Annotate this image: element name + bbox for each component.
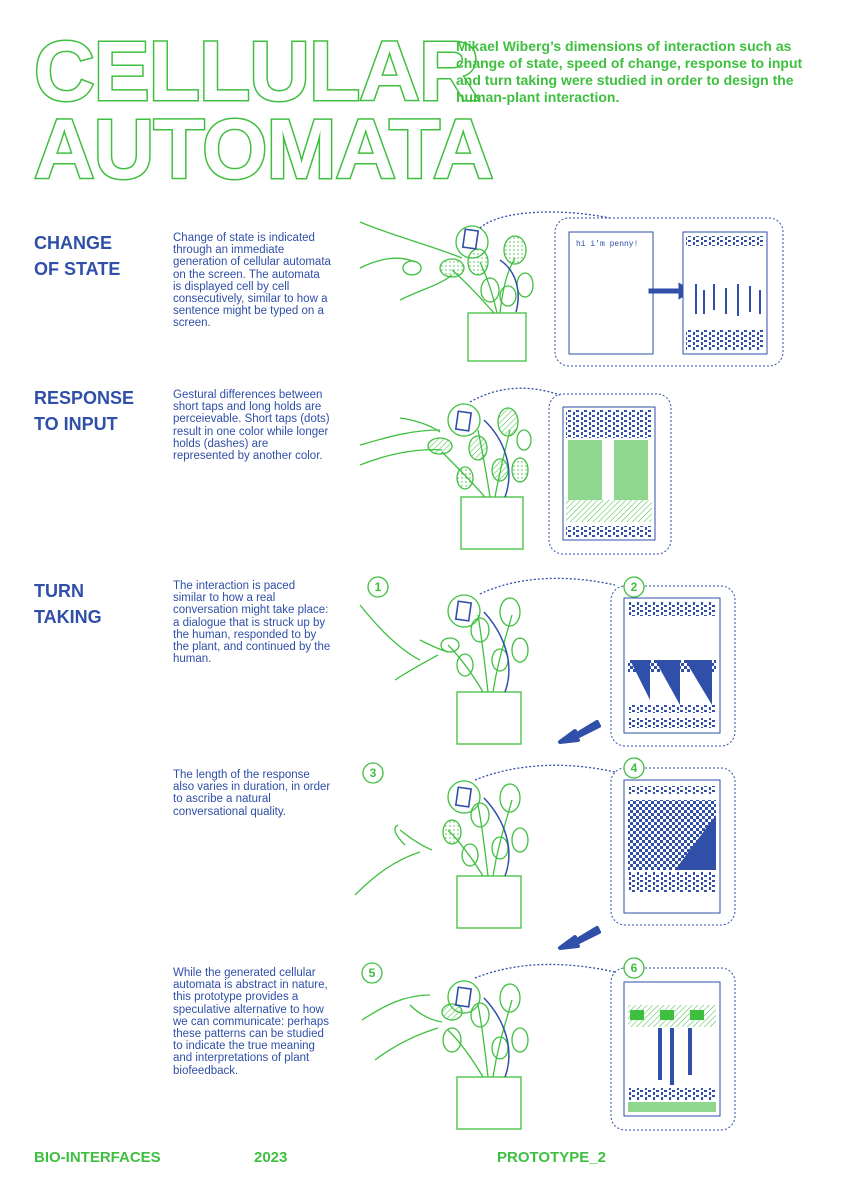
screen-panel-step-2 xyxy=(610,585,736,747)
sensor-tag-icon xyxy=(454,600,473,622)
heading-line: TAKING xyxy=(34,607,102,627)
pot-icon xyxy=(456,875,522,929)
plant-illustration-step-1 xyxy=(359,577,616,745)
heading-line: RESPONSE xyxy=(34,388,135,408)
text-conclusion: While the generated cellular automata is… xyxy=(173,967,329,1077)
title-line-1: CELLULAR xyxy=(33,24,482,118)
screen-panel-1: hi i'm penny! xyxy=(554,217,784,367)
text-duration: The length of the response also varies i… xyxy=(173,769,331,818)
heading-line: OF STATE xyxy=(34,259,121,279)
title-line-2: AUTOMATA xyxy=(33,102,496,196)
step-number-1: 1 xyxy=(375,580,382,594)
text-turn-taking: The interaction is paced similar to how … xyxy=(173,580,331,666)
sensor-tag-icon xyxy=(454,410,473,432)
screen-panel-step-6 xyxy=(610,967,736,1131)
intro-paragraph: Mikael Wiberg’s dimensions of interactio… xyxy=(456,38,803,105)
heading-line: TO INPUT xyxy=(34,414,118,434)
pot-icon xyxy=(467,312,527,362)
hand-icon xyxy=(359,604,449,681)
footer-year: 2023 xyxy=(254,1149,288,1166)
hand-icon xyxy=(359,221,463,301)
pot-icon xyxy=(456,691,522,745)
heading-change-of-state: CHANGE OF STATE xyxy=(34,230,120,282)
page-title: CELLULAR AUTOMATA xyxy=(33,24,496,196)
screen-panel-2 xyxy=(548,393,672,555)
step-number-5: 5 xyxy=(369,966,376,980)
hand-icon xyxy=(359,417,443,466)
sensor-tag-icon xyxy=(454,986,473,1008)
screen-message: hi i'm penny! xyxy=(576,240,638,249)
sensor-tag-icon xyxy=(454,786,473,808)
text-change-of-state: Change of state is indicated through an … xyxy=(173,232,331,330)
plant-illustration-step-3 xyxy=(354,764,616,929)
sensor-tag-icon xyxy=(461,228,480,250)
footer-prototype: PROTOTYPE_2 xyxy=(497,1149,606,1166)
hand-icon xyxy=(354,824,433,896)
step-number-4: 4 xyxy=(631,761,638,775)
heading-line: CHANGE xyxy=(34,233,113,253)
heading-line: TURN xyxy=(34,581,84,601)
plant-illustration-step-5 xyxy=(361,963,616,1130)
heading-turn-taking: TURN TAKING xyxy=(34,578,102,630)
text-response-to-input: Gestural differences between short taps … xyxy=(173,389,330,463)
footer-project: BIO-INTERFACES xyxy=(34,1149,161,1166)
pot-icon xyxy=(456,1076,522,1130)
step-number-3: 3 xyxy=(370,766,377,780)
plant-illustration-2 xyxy=(359,387,561,550)
arrow-down-left-icon xyxy=(558,926,601,950)
step-number-6: 6 xyxy=(631,961,638,975)
step-number-2: 2 xyxy=(631,580,638,594)
hand-icon xyxy=(361,994,443,1061)
pot-icon xyxy=(460,496,524,550)
heading-response-to-input: RESPONSE TO INPUT xyxy=(34,385,134,437)
plant-illustration-1 xyxy=(359,211,611,362)
screen-panel-step-4 xyxy=(610,767,736,926)
arrow-down-left-icon xyxy=(558,720,601,744)
